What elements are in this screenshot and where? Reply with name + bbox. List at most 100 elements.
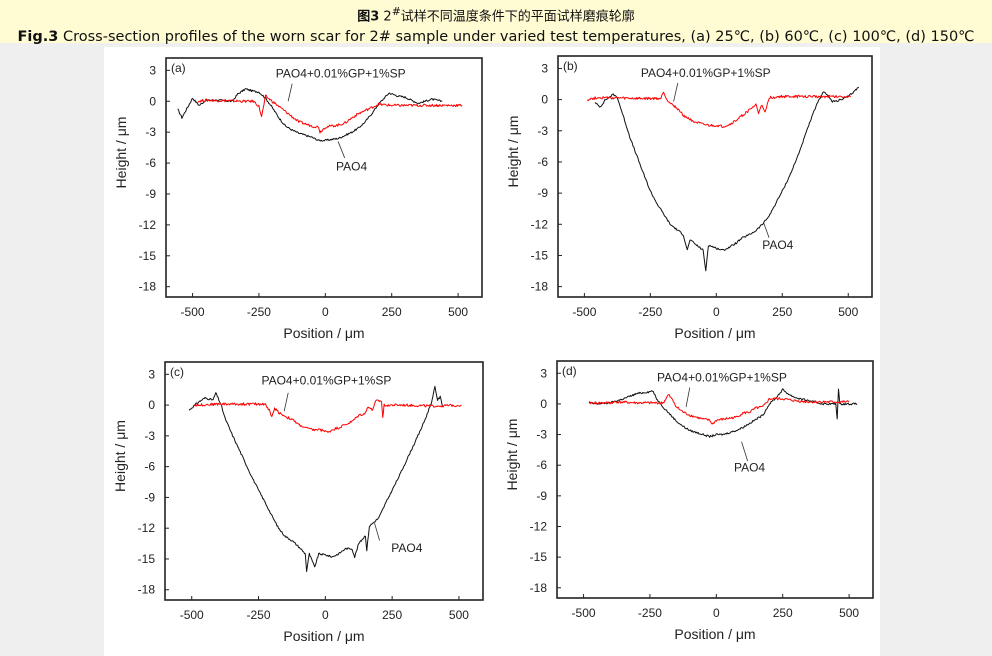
y-tick-label: -3: [537, 124, 548, 138]
panel-label: (b): [563, 59, 578, 73]
annotation-label-pao4-gp-sp: PAO4+0.01%GP+1%SP: [657, 370, 787, 384]
annotation-leader-line: [685, 387, 691, 408]
y-tick-label: -15: [530, 550, 548, 564]
series-line-pao4-gp-sp: [588, 394, 850, 425]
y-tick-label: 0: [540, 397, 547, 411]
panel-label: (a): [171, 61, 186, 75]
plot-frame: [557, 55, 873, 298]
y-tick-label: 3: [540, 366, 547, 380]
plot-area: -500 -250 0 250 500 3 0 -3 -6 -9 -12 -15 -18 Position…: [112, 361, 484, 644]
x-tick-label: -500: [572, 305, 596, 319]
annotation-label-pao4: PAO4: [336, 159, 367, 173]
y-tick-label: -9: [145, 187, 156, 201]
x-axis-label: Position / μm: [674, 626, 755, 642]
y-tick-label: -3: [536, 428, 547, 442]
y-tick-label: -18: [531, 280, 549, 294]
panel-label: (c): [170, 365, 184, 379]
caption-cn-num: 2: [383, 9, 392, 25]
x-tick-label: -250: [638, 606, 662, 620]
y-tick-label: -18: [138, 583, 156, 597]
caption-cn-sup: #: [391, 5, 401, 18]
annotation-label-pao4: PAO4: [734, 460, 765, 474]
y-tick-label: -6: [536, 458, 547, 472]
plot-area: -500 -250 0 250 500 3 0 -3 -6 -9 -12 -15 -18 Position…: [504, 360, 874, 642]
y-tick-label: 3: [541, 61, 548, 75]
x-axis-label: Position / μm: [283, 628, 364, 644]
y-tick-label: -18: [530, 581, 548, 595]
plot-frame: [165, 57, 483, 298]
y-tick-label: -15: [531, 248, 549, 262]
chart-c: -500 -250 0 250 500 3 0 -3 -6 -9 -12 -15 -18 Position…: [112, 361, 484, 644]
y-tick-label: -6: [144, 460, 155, 474]
figure-caption: 图3 2#试样不同温度条件下的平面试样磨痕轮廓 Fig.3 Cross-sect…: [0, 0, 992, 45]
y-tick-label: -18: [139, 280, 157, 294]
annotation-label-pao4: PAO4: [391, 541, 422, 555]
annotation-leader-line: [337, 141, 346, 159]
y-tick-label: -6: [537, 155, 548, 169]
caption-chinese: 图3 2#试样不同温度条件下的平面试样磨痕轮廓: [0, 0, 992, 27]
y-tick-label: -15: [138, 552, 156, 566]
y-tick-label: 0: [148, 398, 155, 412]
annotation-label-pao4-gp-sp: PAO4+0.01%GP+1%SP: [276, 67, 406, 81]
series-line-pao4: [594, 86, 860, 272]
annotation-leader-line: [763, 223, 770, 238]
series-line-pao4-gp-sp: [197, 94, 463, 134]
x-tick-label: 500: [448, 305, 468, 319]
y-tick-label: -9: [144, 490, 155, 504]
y-axis-label: Height / μm: [505, 116, 521, 188]
x-tick-label: -500: [180, 608, 204, 622]
x-tick-label: -250: [247, 608, 271, 622]
y-tick-label: -12: [139, 218, 157, 232]
x-tick-label: 0: [322, 305, 329, 319]
chart-b: -500 -250 0 250 500 3 0 -3 -6 -9 -12 -15 -18 Position…: [505, 55, 873, 341]
y-tick-label: 3: [149, 63, 156, 77]
caption-english: Fig.3 Cross-section profiles of the worn…: [0, 27, 992, 47]
series-line-pao4-gp-sp: [586, 91, 852, 128]
series-line-pao4: [588, 388, 858, 438]
y-tick-label: -9: [536, 489, 547, 503]
y-tick-label: -15: [139, 249, 157, 263]
x-axis-label: Position / μm: [283, 325, 364, 341]
y-axis-label: Height / μm: [504, 419, 520, 491]
caption-cn-rest: 试样不同温度条件下的平面试样磨痕轮廓: [400, 9, 635, 25]
plot-frame: [164, 361, 484, 601]
annotation-leader-line: [673, 82, 679, 102]
annotation-leader-line: [741, 441, 749, 462]
x-tick-label: 250: [772, 305, 792, 319]
annotation-leader-line: [283, 392, 289, 412]
x-tick-label: 500: [839, 606, 859, 620]
x-tick-label: -500: [572, 606, 596, 620]
y-tick-label: 0: [541, 93, 548, 107]
panel-label: (d): [562, 364, 577, 378]
y-axis-label: Height / μm: [112, 420, 128, 492]
chart-a: -500 -250 0 250 500 3 0 -3 -6 -9 -12 -15 -18 Position…: [113, 57, 483, 341]
y-tick-label: -6: [145, 156, 156, 170]
plot-area: -500 -250 0 250 500 3 0 -3 -6 -9 -12 -15 -18 Position…: [113, 57, 483, 341]
y-tick-label: 3: [148, 367, 155, 381]
x-tick-label: -250: [247, 305, 271, 319]
x-tick-label: 250: [773, 606, 793, 620]
y-tick-label: -12: [138, 521, 156, 535]
x-tick-label: 250: [382, 305, 402, 319]
x-tick-label: 250: [382, 608, 402, 622]
y-tick-label: -3: [145, 125, 156, 139]
annotation-label-pao4-gp-sp: PAO4+0.01%GP+1%SP: [641, 66, 771, 80]
series-line-pao4: [188, 385, 444, 572]
caption-en-rest: Cross-section profiles of the worn scar …: [58, 29, 975, 46]
x-tick-label: 0: [713, 305, 720, 319]
x-tick-label: 0: [713, 606, 720, 620]
x-axis-label: Position / μm: [674, 325, 755, 341]
y-tick-label: -12: [531, 217, 549, 231]
plot-area: -500 -250 0 250 500 3 0 -3 -6 -9 -12 -15 -18 Position…: [505, 55, 873, 341]
y-tick-label: -12: [530, 519, 548, 533]
chart-d: -500 -250 0 250 500 3 0 -3 -6 -9 -12 -15 -18 Position…: [504, 360, 874, 642]
y-axis-label: Height / μm: [113, 117, 129, 189]
annotation-label-pao4-gp-sp: PAO4+0.01%GP+1%SP: [261, 374, 391, 388]
y-tick-label: -3: [144, 429, 155, 443]
figure-panel: [104, 47, 880, 656]
caption-cn-prefix: 图3: [357, 9, 380, 25]
series-line-pao4: [177, 88, 443, 142]
annotation-leader-line: [287, 83, 293, 102]
y-tick-label: -9: [537, 186, 548, 200]
caption-en-prefix: Fig.3: [17, 29, 59, 46]
